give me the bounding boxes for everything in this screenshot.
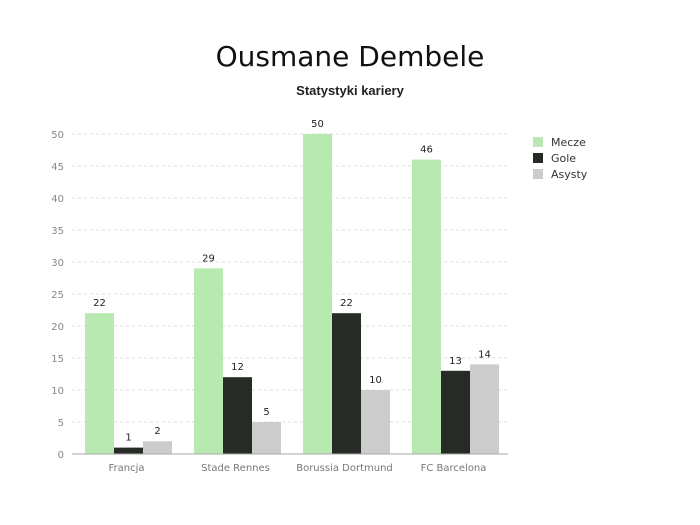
y-tick-label: 50 [51, 130, 64, 141]
x-category-label: Stade Rennes [201, 463, 270, 474]
bar-gole [223, 377, 252, 454]
bar-mecze [85, 313, 114, 454]
chart-subtitle: Statystyki kariery [296, 83, 404, 98]
bar-asysty [252, 422, 281, 454]
legend-swatch-asysty [533, 169, 543, 179]
data-label: 2 [154, 426, 160, 437]
y-tick-label: 15 [51, 354, 64, 365]
legend: Mecze Gole Asysty [533, 136, 588, 181]
data-label: 13 [449, 356, 462, 367]
grid-lines [72, 133, 508, 423]
bar-gole [332, 313, 361, 454]
bars [85, 134, 499, 454]
legend-swatch-mecze [533, 137, 543, 147]
bar-asysty [143, 441, 172, 454]
bar-asysty [361, 390, 390, 454]
x-category-label: Borussia Dortmund [296, 463, 393, 474]
x-category-label: FC Barcelona [421, 463, 487, 474]
y-tick-label: 45 [51, 162, 64, 173]
data-label: 22 [340, 298, 353, 309]
x-axis-categories: Francja Stade Rennes Borussia Dortmund FC B… [108, 463, 486, 474]
data-label: 10 [369, 375, 382, 386]
y-tick-label: 35 [51, 226, 64, 237]
data-label: 29 [202, 253, 215, 264]
bar-mecze [303, 134, 332, 454]
bar-gole [114, 447, 143, 454]
y-tick-label: 5 [58, 418, 64, 429]
data-label: 50 [311, 119, 324, 130]
bar-gole [441, 370, 470, 454]
x-category-label: Francja [108, 463, 144, 474]
data-label: 1 [125, 433, 131, 444]
data-label: 46 [420, 145, 433, 156]
data-label: 5 [263, 407, 269, 418]
data-label: 12 [231, 362, 244, 373]
y-axis-ticks: 0 5 10 15 20 25 30 35 40 45 50 [51, 130, 64, 461]
bar-asysty [470, 364, 499, 454]
legend-label: Mecze [551, 136, 586, 149]
bar-mecze [194, 268, 223, 454]
data-label: 22 [93, 298, 106, 309]
legend-label: Gole [551, 152, 576, 165]
data-label: 14 [478, 349, 491, 360]
y-tick-label: 0 [58, 450, 64, 461]
legend-label: Asysty [551, 168, 588, 181]
y-tick-label: 40 [51, 194, 64, 205]
y-tick-label: 30 [51, 258, 64, 269]
legend-swatch-gole [533, 153, 543, 163]
bar-mecze [412, 159, 441, 454]
chart-title: Ousmane Dembele [216, 40, 485, 73]
y-tick-label: 10 [51, 386, 64, 397]
y-tick-label: 25 [51, 290, 64, 301]
y-tick-label: 20 [51, 322, 64, 333]
